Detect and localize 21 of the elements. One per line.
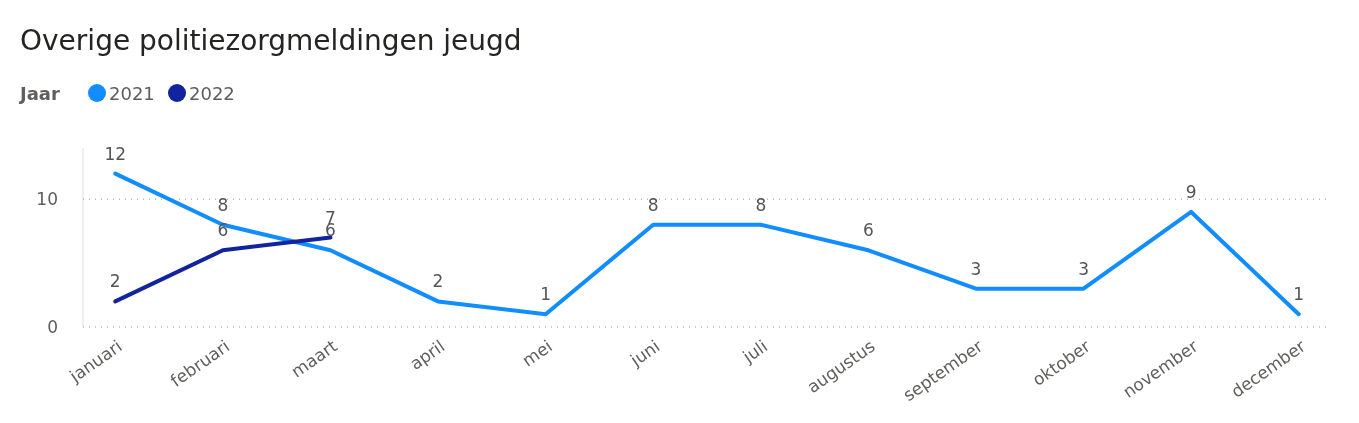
legend-title: Jaar xyxy=(18,83,60,104)
chart-title: Overige politiezorgmeldingen jeugd xyxy=(20,24,522,57)
x-tick-label: mei xyxy=(518,335,556,371)
line-series xyxy=(113,171,1301,317)
y-tick-label: 10 xyxy=(36,189,58,210)
data-label: 12 xyxy=(104,143,127,164)
data-label: 8 xyxy=(647,194,659,215)
data-label: 1 xyxy=(1293,284,1305,305)
data-label: 1 xyxy=(540,284,552,305)
data-label: 2 xyxy=(109,271,121,292)
data-label: 6 xyxy=(862,220,874,241)
x-tick-label: juli xyxy=(738,335,772,368)
legend-label: 2022 xyxy=(189,83,235,104)
data-label: 2 xyxy=(432,271,444,292)
legend-label: 2021 xyxy=(109,83,155,104)
data-label: 3 xyxy=(970,258,982,279)
data-label: 3 xyxy=(1078,258,1089,279)
data-label: 9 xyxy=(1185,181,1197,202)
data-label: 8 xyxy=(755,194,767,215)
y-tick-label: 0 xyxy=(47,317,58,337)
data-label: 8 xyxy=(217,194,229,215)
